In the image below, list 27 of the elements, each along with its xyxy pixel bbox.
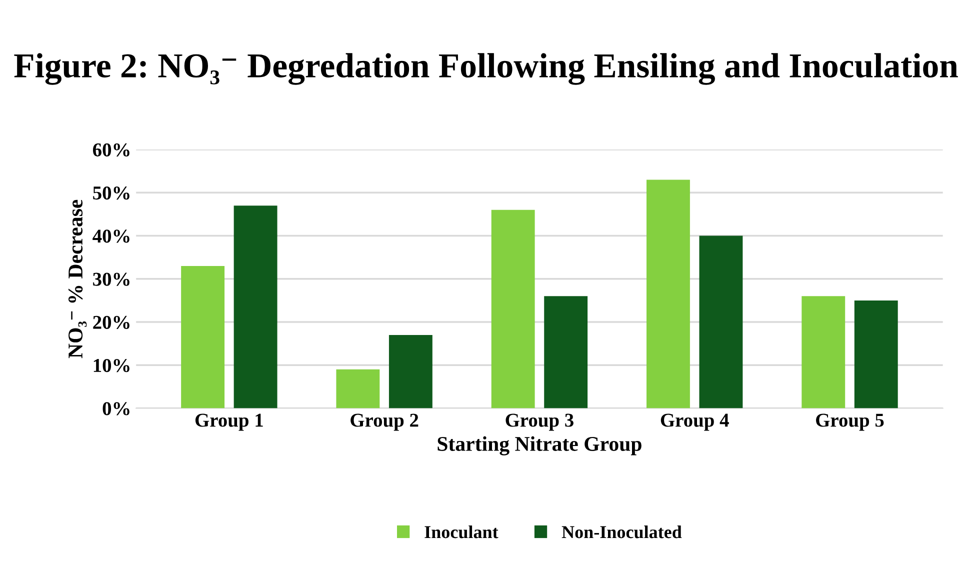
bar — [491, 210, 535, 408]
y-tick-label: 10% — [94, 358, 130, 372]
y-tick-label: 30% — [93, 272, 130, 286]
bar — [181, 266, 225, 408]
y-tick-label: 50% — [93, 186, 130, 200]
bar — [699, 236, 743, 408]
bar — [336, 369, 380, 408]
y-tick-label: 0% — [102, 402, 130, 416]
x-tick-label: Group 2 — [350, 414, 418, 431]
x-tick-label: Group 4 — [660, 414, 729, 431]
y-tick-label: 20% — [93, 316, 130, 329]
bar — [854, 300, 898, 408]
bar — [802, 296, 846, 408]
bar — [388, 334, 432, 408]
y-tick-label: 60% — [92, 143, 130, 156]
legend-label: Non-Inoculated — [562, 526, 682, 538]
x-tick-label: Group 1 — [195, 414, 263, 431]
bar — [646, 180, 690, 408]
x-axis-title: Starting Nitrate Group — [438, 436, 642, 456]
bar — [544, 296, 588, 408]
chart-title: Figure 2: NO₃⁻ Degredation Following Ensiling and Inoculation — [14, 53, 958, 85]
x-tick-label: Group 3 — [506, 414, 574, 431]
x-tick-label: Group 5 — [816, 414, 884, 431]
y-tick-label: 40% — [92, 230, 130, 243]
y-axis-title: NO₃⁻ % Decrease — [68, 200, 87, 358]
legend-label: Inoculant — [424, 526, 498, 538]
bar — [234, 206, 278, 408]
